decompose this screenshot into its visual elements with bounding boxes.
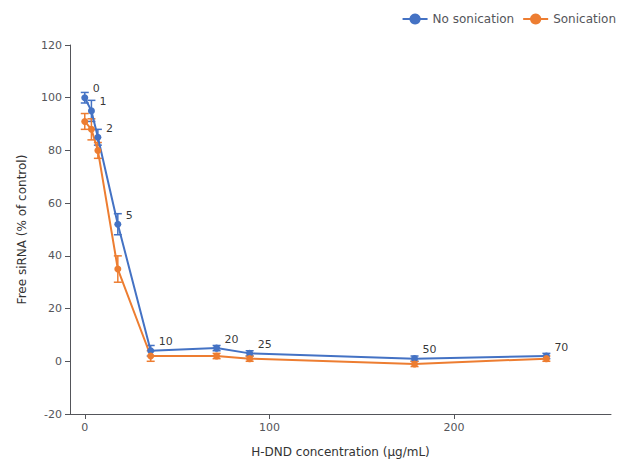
svg-text:0: 0 — [55, 355, 62, 368]
svg-text:2: 2 — [106, 122, 113, 135]
svg-text:120: 120 — [41, 39, 62, 52]
svg-text:0: 0 — [93, 82, 100, 95]
svg-text:20: 20 — [48, 302, 62, 315]
svg-text:100: 100 — [41, 91, 62, 104]
svg-text:H-DND concentration (μg/mL): H-DND concentration (μg/mL) — [251, 445, 430, 459]
svg-text:80: 80 — [48, 144, 62, 157]
svg-text:0: 0 — [81, 421, 88, 434]
svg-text:40: 40 — [48, 249, 62, 262]
svg-text:10: 10 — [159, 335, 173, 348]
svg-text:100: 100 — [259, 421, 280, 434]
svg-text:-20: -20 — [44, 408, 62, 421]
svg-text:50: 50 — [423, 343, 437, 356]
svg-text:Sonication: Sonication — [553, 12, 616, 26]
svg-text:5: 5 — [126, 209, 133, 222]
svg-text:25: 25 — [258, 338, 272, 351]
svg-text:60: 60 — [48, 197, 62, 210]
svg-text:1: 1 — [99, 95, 106, 108]
svg-text:Free siRNA (% of control): Free siRNA (% of control) — [15, 155, 29, 305]
svg-text:200: 200 — [444, 421, 465, 434]
svg-text:70: 70 — [554, 341, 568, 354]
svg-text:20: 20 — [225, 333, 239, 346]
svg-text:No sonication: No sonication — [433, 12, 515, 26]
